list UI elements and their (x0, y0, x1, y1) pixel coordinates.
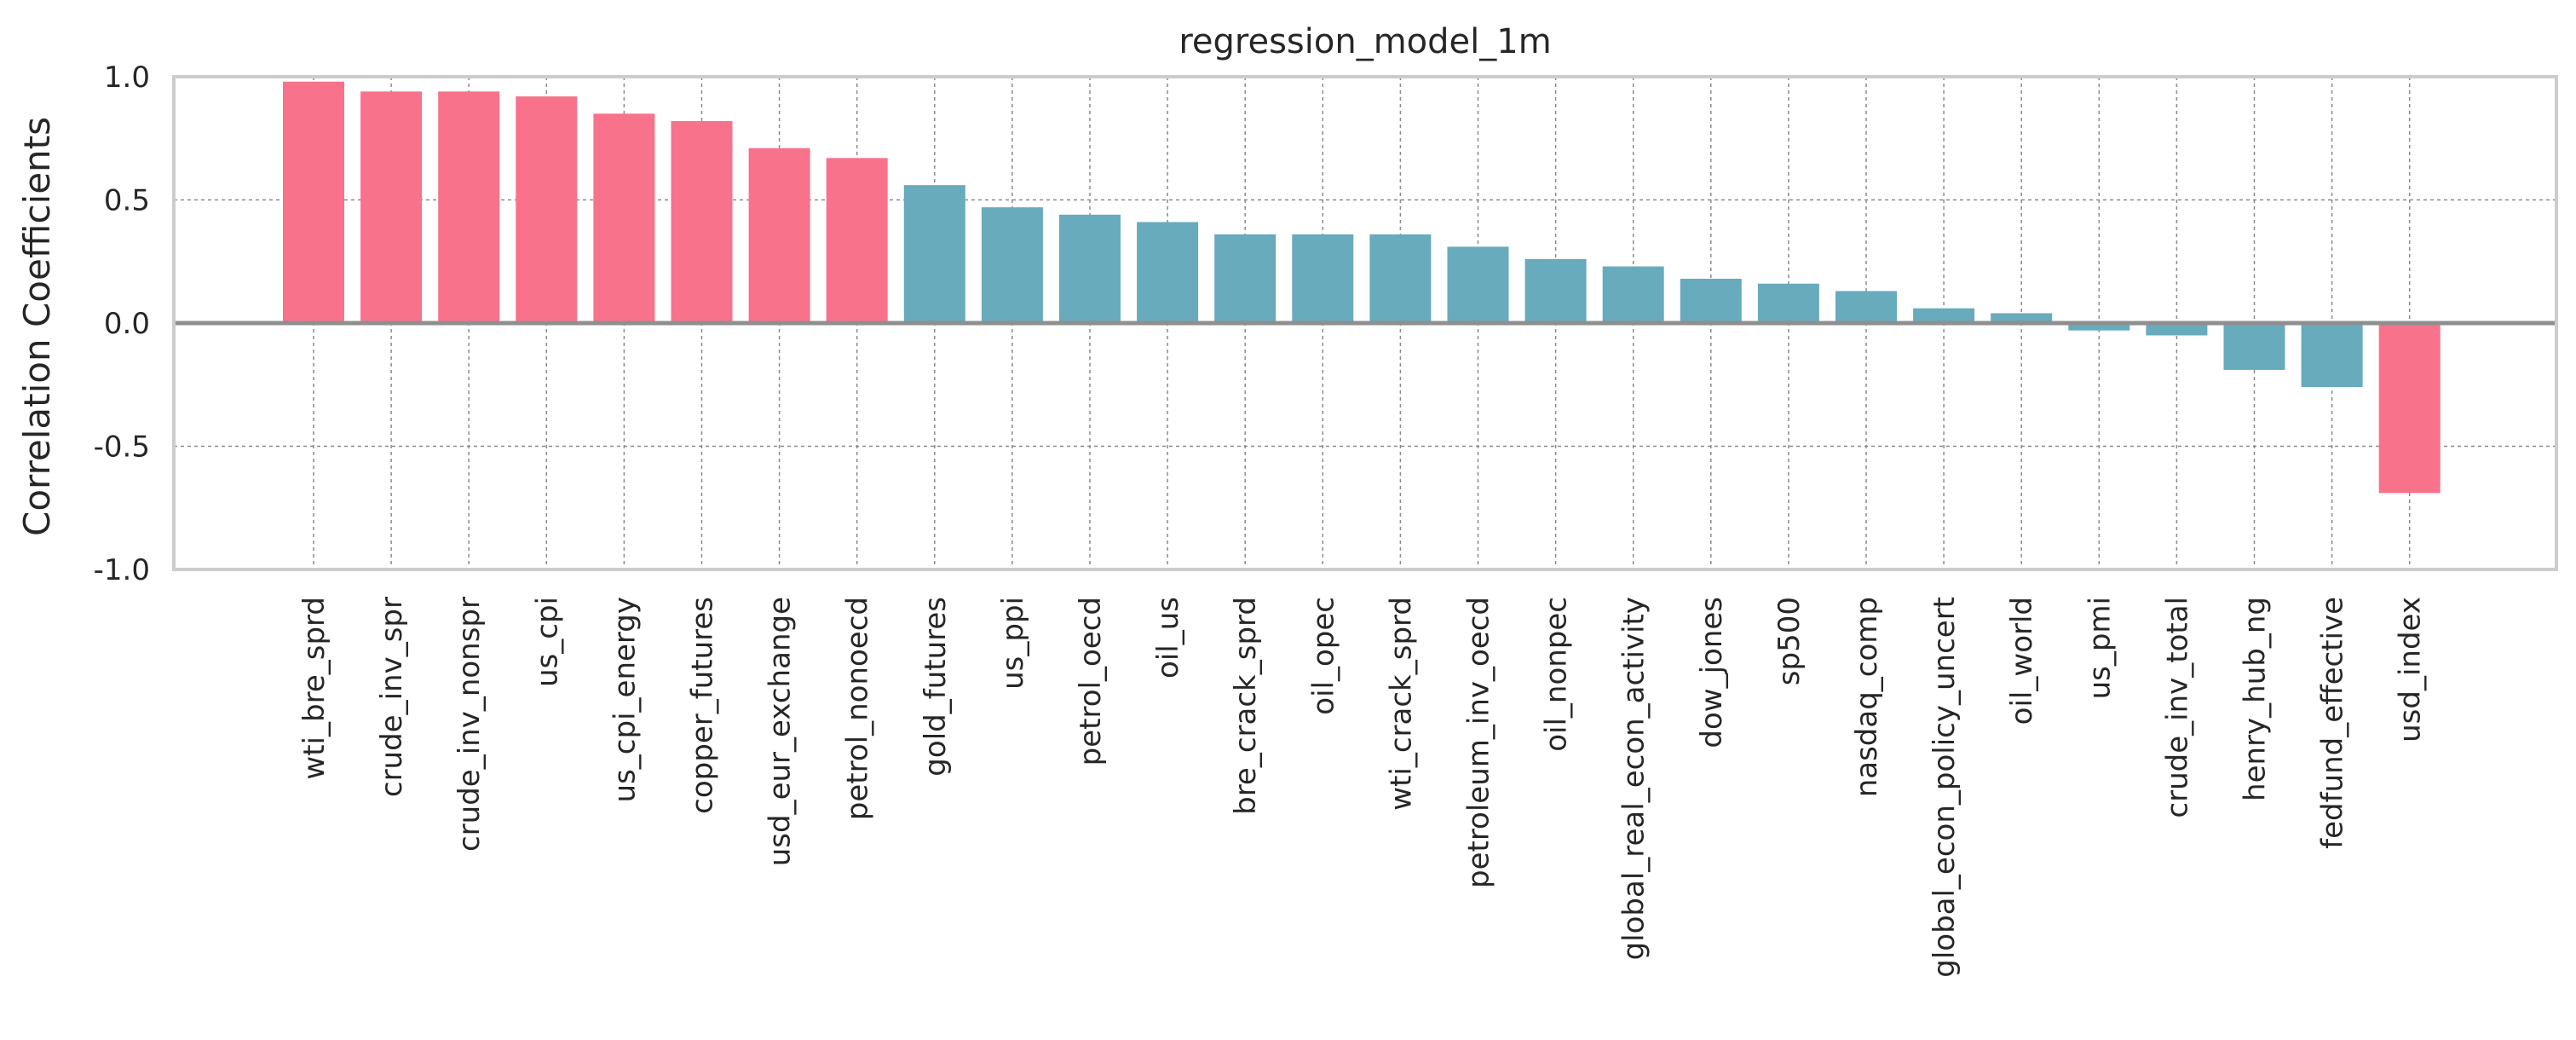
bar-wti_crack_sprd (1369, 234, 1432, 323)
y-axis-label: Correlation Coefficients (16, 117, 58, 536)
bar-sp500 (1757, 283, 1819, 323)
x-tick-label: crude_inv_total (2160, 597, 2194, 818)
bar-us_cpi (516, 96, 578, 324)
bar-us_pmi (2068, 323, 2130, 331)
bar-global_econ_policy_uncert (1913, 308, 1975, 323)
x-axis-labels: wti_bre_sprd crude_inv_spr crude_inv_nonsp… (297, 597, 2428, 978)
x-tick-label: bre_crack_sprd (1229, 597, 1263, 815)
x-tick-label: petrol_nonoecd (841, 597, 875, 820)
x-tick-label: fedfund_effective (2316, 597, 2350, 849)
x-tick-label: global_real_econ_activity (1617, 597, 1651, 960)
bar-usd_index (2378, 323, 2441, 494)
y-tick-label: 0.0 (104, 307, 150, 341)
y-tick-label: -1.0 (94, 553, 150, 587)
bar-petroleum_inv_oecd (1447, 246, 1509, 323)
x-tick-label: us_pmi (2083, 597, 2117, 699)
bars (283, 81, 2441, 494)
x-tick-label: henry_hub_ng (2239, 597, 2273, 801)
x-tick-label: wti_bre_sprd (297, 597, 331, 780)
bar-dow_jones (1680, 278, 1742, 323)
x-tick-label: oil_us (1151, 597, 1185, 679)
bar-oil_world (1991, 313, 2053, 323)
x-tick-label: crude_inv_nonspr (452, 597, 487, 852)
x-tick-label: wti_crack_sprd (1384, 597, 1418, 811)
x-tick-label: petroleum_inv_oecd (1462, 597, 1496, 888)
bar-fedfund_effective (2301, 323, 2363, 388)
x-tick-label: global_econ_policy_uncert (1928, 597, 1962, 978)
x-tick-label: copper_futures (686, 597, 720, 814)
y-tick-label: -0.5 (94, 430, 150, 465)
bar-bre_crack_sprd (1214, 234, 1276, 323)
bar-petrol_oecd (1059, 214, 1121, 323)
x-tick-label: oil_opec (1306, 597, 1340, 715)
bar-gold_futures (903, 185, 965, 323)
x-tick-label: sp500 (1772, 597, 1807, 685)
x-tick-label: oil_world (2005, 597, 2039, 725)
y-tick-label: 1.0 (104, 61, 150, 95)
bar-oil_opec (1292, 234, 1354, 323)
bar-henry_hub_ng (2223, 323, 2285, 370)
y-tick-label: 0.5 (104, 184, 150, 218)
x-tick-label: petrol_oecd (1074, 597, 1108, 766)
x-tick-label: nasdaq_comp (1850, 597, 1884, 797)
x-tick-label: dow_jones (1695, 597, 1729, 748)
x-tick-label: us_ppi (996, 597, 1030, 690)
x-tick-label: crude_inv_spr (375, 597, 409, 797)
bar-global_real_econ_activity (1602, 266, 1664, 323)
x-tick-label: us_cpi_energy (608, 597, 642, 802)
bar-copper_futures (671, 121, 733, 323)
x-tick-label: us_cpi (530, 597, 564, 687)
x-tick-label: usd_eur_exchange (764, 597, 798, 866)
bar-crude_inv_spr (360, 91, 423, 323)
bar-crude_inv_nonspr (438, 91, 500, 323)
y-axis-ticks: -1.0 -0.5 0.0 0.5 1.0 (94, 61, 150, 587)
bar-usd_eur_exchange (748, 147, 810, 323)
x-tick-label: usd_index (2394, 597, 2428, 742)
bar-crude_inv_total (2146, 323, 2208, 336)
x-tick-label: gold_futures (919, 597, 953, 777)
bar-us_ppi (981, 207, 1043, 323)
plot-frame (172, 75, 2558, 571)
bar-petrol_nonoecd (826, 158, 888, 323)
bar-wti_bre_sprd (283, 81, 344, 323)
x-tick-label: oil_nonpec (1540, 597, 1574, 752)
bar-oil_nonpec (1524, 258, 1587, 323)
bar-us_cpi_energy (593, 113, 655, 323)
bar-nasdaq_comp (1835, 291, 1897, 323)
chart-title: regression_model_1m (1179, 22, 1551, 61)
bar-oil_us (1137, 222, 1199, 323)
